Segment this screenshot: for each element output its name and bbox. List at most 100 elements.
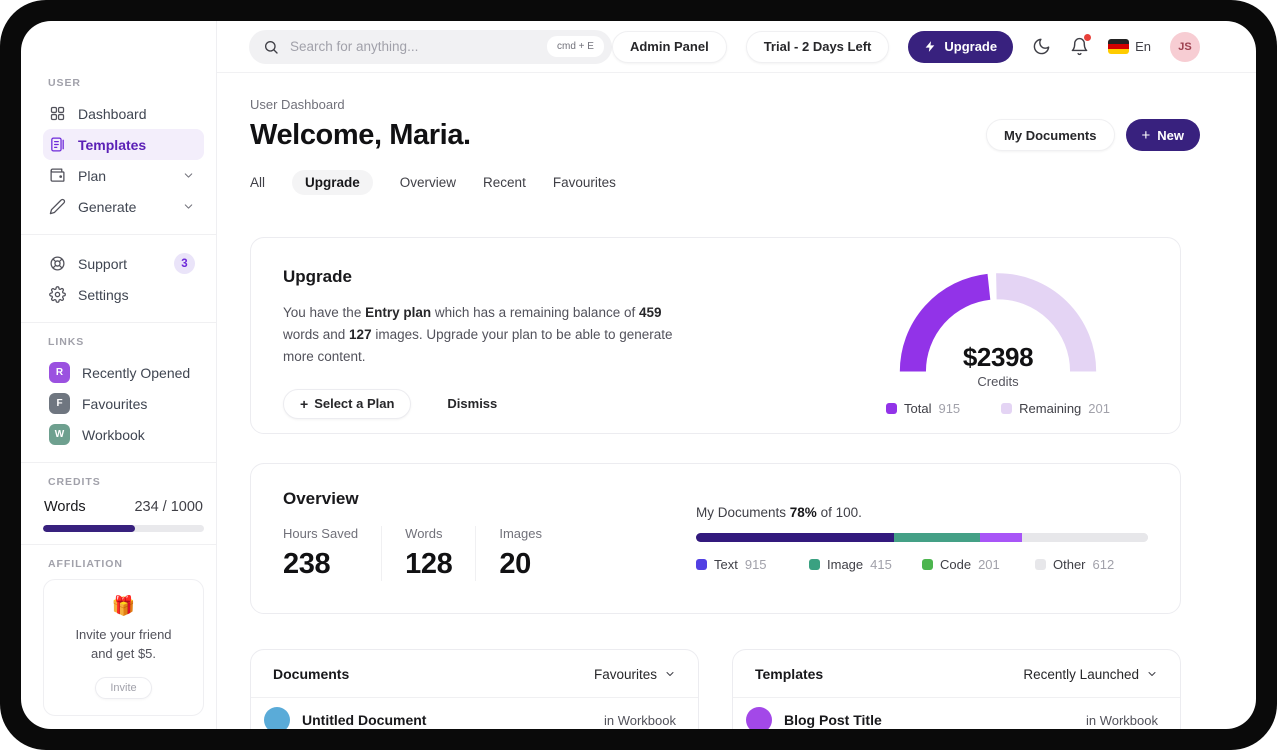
tab-upgrade[interactable]: Upgrade xyxy=(292,169,373,195)
admin-panel-button[interactable]: Admin Panel xyxy=(611,30,727,63)
sidebar: USER Dashboard Templates Plan xyxy=(21,21,217,729)
sidebar-link-workbook[interactable]: W Workbook xyxy=(43,419,204,450)
documents-card-title: Documents xyxy=(273,666,350,682)
usage-text-post: of 100. xyxy=(816,505,862,520)
gift-icon: 🎁 xyxy=(111,596,136,617)
documents-card: Documents Favourites Untitled Document i… xyxy=(250,649,699,729)
pencil-icon xyxy=(49,198,66,215)
upgrade-button[interactable]: Upgrade xyxy=(908,30,1014,63)
documents-filter-label: Favourites xyxy=(593,666,657,682)
usage-text: My Documents 78% of 100. xyxy=(696,505,1148,520)
language-selector[interactable]: En xyxy=(1108,39,1151,54)
sidebar-item-label: Settings xyxy=(78,286,129,303)
dismiss-button[interactable]: Dismiss xyxy=(447,396,498,412)
templates-filter-dropdown[interactable]: Recently Launched xyxy=(1023,667,1158,682)
select-plan-button[interactable]: + Select a Plan xyxy=(283,388,412,419)
sidebar-link-favourites[interactable]: F Favourites xyxy=(43,388,204,419)
german-flag-icon xyxy=(1108,39,1130,54)
affiliation-card: 🎁 Invite your friend and get $5. Invite xyxy=(43,579,204,716)
upgrade-text-part: You have the xyxy=(283,305,366,320)
upgrade-text-words: 459 xyxy=(638,305,662,320)
total-swatch xyxy=(886,403,897,414)
gauge-remaining-arc xyxy=(996,273,1097,372)
usage-bar-segment-image xyxy=(893,533,981,542)
language-label: En xyxy=(1135,39,1151,54)
lifebuoy-icon xyxy=(49,255,66,272)
dashboard-grid-icon xyxy=(49,105,66,122)
invite-button[interactable]: Invite xyxy=(95,676,152,699)
wallet-icon xyxy=(49,167,66,184)
content-area: User Dashboard Welcome, Maria. My Docume… xyxy=(217,73,1256,729)
sidebar-section-links: LINKS xyxy=(48,336,85,348)
sidebar-item-support[interactable]: Support 3 xyxy=(43,248,204,279)
usage-percent: 78% xyxy=(789,505,817,520)
upgrade-card: Upgrade You have the Entry plan which ha… xyxy=(250,237,1181,434)
notifications-bell-icon[interactable] xyxy=(1070,34,1092,56)
gauge-total-arc xyxy=(899,273,991,372)
legend-value: 201 xyxy=(978,557,1000,572)
usage-bar-segment-text xyxy=(696,533,894,542)
support-count-badge: 3 xyxy=(174,253,195,274)
overview-card: Overview Hours Saved 238 Words 128 Image… xyxy=(250,463,1181,614)
upgrade-text-plan: Entry plan xyxy=(365,305,432,320)
template-list-item[interactable]: Blog Post Title in Workbook xyxy=(733,698,1180,729)
legend-label: Other xyxy=(1053,557,1086,572)
tab-all[interactable]: All xyxy=(250,174,266,190)
words-progress-bar xyxy=(43,525,204,532)
link-initial-badge: R xyxy=(49,362,70,383)
sidebar-item-label: Generate xyxy=(78,198,137,215)
dark-mode-moon-icon[interactable] xyxy=(1032,37,1051,56)
legend-image: Image 415 xyxy=(809,557,922,572)
sidebar-item-generate[interactable]: Generate xyxy=(43,191,204,222)
legend-label: Remaining xyxy=(1019,401,1082,416)
sidebar-item-label: Plan xyxy=(78,167,107,184)
search-icon xyxy=(265,40,278,54)
bottom-cards-row: Documents Favourites Untitled Document i… xyxy=(250,649,1181,729)
sidebar-item-templates[interactable]: Templates xyxy=(43,129,204,160)
user-avatar[interactable]: JS xyxy=(1170,31,1200,62)
stat-label: Words xyxy=(405,526,443,541)
templates-card: Templates Recently Launched Blog Post Ti… xyxy=(732,649,1181,729)
usage-text-pre: My Documents xyxy=(696,505,790,520)
gauge-credits-label: Credits xyxy=(977,374,1019,389)
template-avatar xyxy=(746,707,772,729)
search-input[interactable] xyxy=(288,38,538,55)
chevron-down-icon xyxy=(182,169,195,182)
stat-hours-saved: Hours Saved 238 xyxy=(283,526,383,581)
templates-card-title: Templates xyxy=(755,666,824,682)
credits-words-label: Words xyxy=(44,499,86,515)
trial-status-badge[interactable]: Trial - 2 Days Left xyxy=(745,30,890,63)
breadcrumb: User Dashboard xyxy=(250,97,345,112)
document-list-item[interactable]: Untitled Document in Workbook xyxy=(251,698,698,729)
tab-favourites[interactable]: Favourites xyxy=(552,174,616,190)
link-initial-badge: W xyxy=(49,424,70,445)
documents-filter-dropdown[interactable]: Favourites xyxy=(594,667,676,682)
sidebar-item-dashboard[interactable]: Dashboard xyxy=(43,98,204,129)
tab-overview[interactable]: Overview xyxy=(399,174,457,190)
credits-words-value: 234 / 1000 xyxy=(134,499,203,515)
legend-label: Text xyxy=(714,557,738,572)
sidebar-divider xyxy=(21,234,216,235)
sidebar-link-recently-opened[interactable]: R Recently Opened xyxy=(43,357,204,388)
sidebar-link-label: Workbook xyxy=(82,426,145,443)
filter-tabs: All Upgrade Overview Recent Favourites xyxy=(250,169,1256,195)
sidebar-item-label: Dashboard xyxy=(78,105,147,122)
text-swatch xyxy=(696,559,707,570)
app-window: USER Dashboard Templates Plan xyxy=(21,21,1256,729)
sidebar-item-plan[interactable]: Plan xyxy=(43,160,204,191)
sidebar-item-label: Support xyxy=(78,255,128,272)
search-bar[interactable]: cmd + E xyxy=(249,29,612,64)
new-button[interactable]: + New xyxy=(1125,119,1200,151)
legend-label: Total xyxy=(904,401,932,416)
chevron-down-icon xyxy=(1148,672,1156,676)
sidebar-item-settings[interactable]: Settings xyxy=(43,279,204,310)
lightning-bolt-icon xyxy=(925,41,935,52)
stat-value: 128 xyxy=(405,548,453,580)
my-documents-button[interactable]: My Documents xyxy=(986,119,1115,151)
sidebar-divider xyxy=(21,322,216,323)
tab-recent[interactable]: Recent xyxy=(483,174,526,190)
documents-usage-block: My Documents 78% of 100. Text 915 Image … xyxy=(696,489,1148,588)
upgrade-text-part: which has a remaining balance of xyxy=(431,305,639,320)
sidebar-section-credits: CREDITS xyxy=(48,476,101,488)
usage-bar-segment-code xyxy=(980,533,1023,542)
